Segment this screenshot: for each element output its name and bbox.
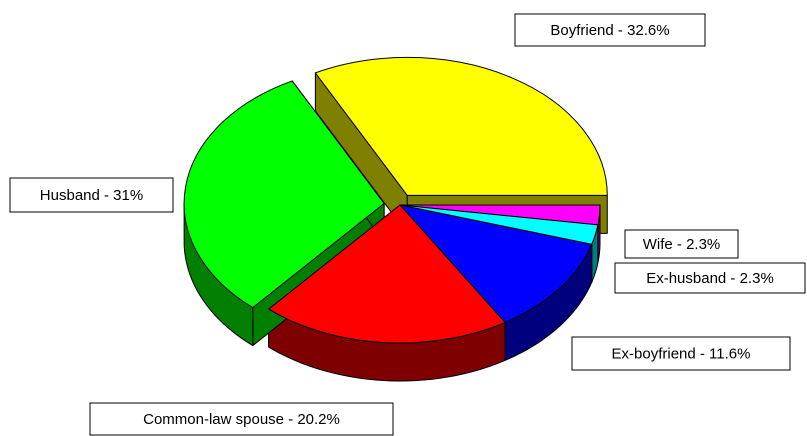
- label-box: [614, 262, 806, 294]
- slice-label: Ex-boyfriend - 11.6%: [612, 345, 751, 362]
- label-box: [571, 336, 791, 371]
- slice: [183, 80, 385, 309]
- label-box: [624, 229, 739, 259]
- slice-label: Common-law spouse - 20.2%: [143, 411, 340, 428]
- slice-label: Ex-husband - 2.3%: [646, 270, 774, 287]
- label-box: [89, 402, 394, 436]
- slice: [268, 204, 506, 344]
- label-box: [514, 13, 706, 47]
- label-box: [9, 177, 174, 213]
- slice: [399, 204, 593, 323]
- slice-label: Boyfriend - 32.6%: [550, 22, 669, 39]
- slice-label: Wife - 2.3%: [643, 236, 721, 253]
- slice-label: Husband - 31%: [40, 187, 143, 204]
- slice: [314, 56, 608, 196]
